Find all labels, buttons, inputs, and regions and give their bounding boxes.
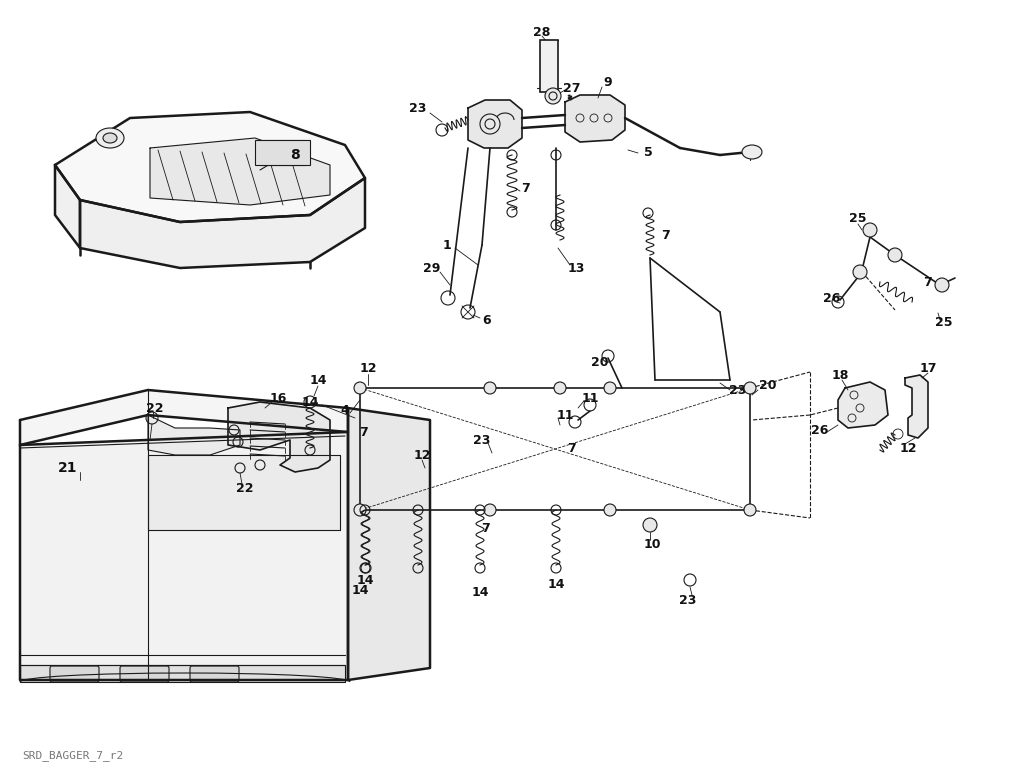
Polygon shape	[468, 100, 522, 148]
Text: 22: 22	[146, 402, 164, 415]
Polygon shape	[80, 178, 365, 268]
Text: 7: 7	[521, 181, 530, 194]
Polygon shape	[55, 165, 80, 248]
Text: 13: 13	[567, 262, 585, 275]
Text: 17: 17	[920, 362, 937, 375]
Text: 14: 14	[301, 396, 318, 409]
Text: 16: 16	[269, 392, 287, 405]
Text: 1: 1	[442, 239, 452, 252]
Circle shape	[354, 504, 366, 516]
Text: 7: 7	[660, 229, 670, 242]
Text: 7: 7	[924, 275, 933, 288]
Text: 14: 14	[356, 574, 374, 587]
Text: 20: 20	[591, 356, 608, 369]
Text: 7: 7	[480, 522, 489, 535]
Text: 14: 14	[471, 585, 488, 598]
Text: 11: 11	[582, 392, 599, 405]
Circle shape	[484, 504, 496, 516]
Circle shape	[853, 265, 867, 279]
FancyBboxPatch shape	[50, 666, 99, 682]
Circle shape	[935, 278, 949, 292]
Text: 14: 14	[309, 373, 327, 386]
Polygon shape	[20, 665, 345, 682]
Text: 23: 23	[410, 102, 427, 115]
Text: 26: 26	[823, 291, 841, 304]
FancyBboxPatch shape	[190, 666, 239, 682]
Text: 8: 8	[290, 148, 300, 162]
Ellipse shape	[96, 128, 124, 148]
Text: 25: 25	[849, 211, 866, 224]
Polygon shape	[20, 390, 348, 445]
Circle shape	[354, 382, 366, 394]
Text: 7: 7	[567, 441, 577, 454]
Ellipse shape	[742, 145, 762, 159]
Circle shape	[554, 382, 566, 394]
Circle shape	[744, 504, 756, 516]
Polygon shape	[838, 382, 888, 428]
Polygon shape	[228, 402, 330, 472]
Text: 7: 7	[358, 425, 368, 438]
Ellipse shape	[103, 133, 117, 143]
Circle shape	[604, 382, 616, 394]
Text: 18: 18	[831, 369, 849, 382]
Polygon shape	[55, 112, 365, 222]
Text: 25: 25	[935, 315, 952, 328]
Text: 12: 12	[359, 362, 377, 375]
Polygon shape	[905, 375, 928, 438]
Text: 4: 4	[341, 403, 349, 416]
Text: 14: 14	[547, 578, 565, 591]
Text: 14: 14	[351, 584, 369, 597]
FancyBboxPatch shape	[120, 666, 169, 682]
Polygon shape	[150, 138, 330, 205]
Circle shape	[863, 223, 877, 237]
Polygon shape	[565, 95, 625, 142]
Text: 11: 11	[556, 409, 573, 422]
Text: 12: 12	[414, 448, 431, 461]
Text: 9: 9	[604, 76, 612, 89]
Text: 23: 23	[729, 383, 746, 396]
Text: 21: 21	[58, 461, 78, 475]
Text: 20: 20	[759, 379, 777, 392]
Polygon shape	[20, 432, 348, 680]
Text: 10: 10	[643, 539, 660, 552]
Bar	[540, 40, 558, 92]
Polygon shape	[348, 408, 430, 680]
Circle shape	[545, 88, 561, 104]
Circle shape	[604, 504, 616, 516]
Circle shape	[888, 248, 902, 262]
Circle shape	[484, 382, 496, 394]
Text: SRD_BAGGER_7_r2: SRD_BAGGER_7_r2	[22, 750, 123, 761]
Text: 12: 12	[899, 441, 916, 454]
Text: 28: 28	[534, 25, 551, 38]
Polygon shape	[148, 455, 340, 530]
Circle shape	[643, 518, 657, 532]
Text: 26: 26	[811, 424, 828, 437]
Text: 5: 5	[644, 145, 652, 158]
Text: 23: 23	[473, 434, 490, 447]
Text: 27: 27	[563, 82, 581, 95]
Text: 6: 6	[482, 314, 492, 327]
Text: 23: 23	[679, 594, 696, 607]
Circle shape	[744, 382, 756, 394]
Text: 22: 22	[237, 481, 254, 494]
Bar	[255, 140, 310, 165]
Polygon shape	[148, 415, 240, 455]
Text: 29: 29	[423, 262, 440, 275]
